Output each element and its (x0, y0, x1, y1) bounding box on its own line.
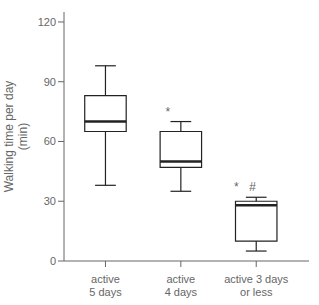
svg-text:*: * (234, 180, 239, 194)
svg-text:120: 120 (38, 16, 56, 28)
svg-text:Walking time per day(min): Walking time per day(min) (2, 81, 30, 193)
svg-text:active 3 daysor less: active 3 daysor less (224, 273, 289, 298)
svg-text:*: * (165, 105, 170, 119)
svg-text:active5 days: active5 days (89, 273, 122, 298)
svg-text:#: # (249, 180, 256, 194)
svg-text:90: 90 (44, 76, 56, 88)
svg-text:active4 days: active4 days (165, 273, 198, 298)
svg-text:0: 0 (50, 255, 56, 267)
svg-text:30: 30 (44, 195, 56, 207)
svg-text:60: 60 (44, 135, 56, 147)
